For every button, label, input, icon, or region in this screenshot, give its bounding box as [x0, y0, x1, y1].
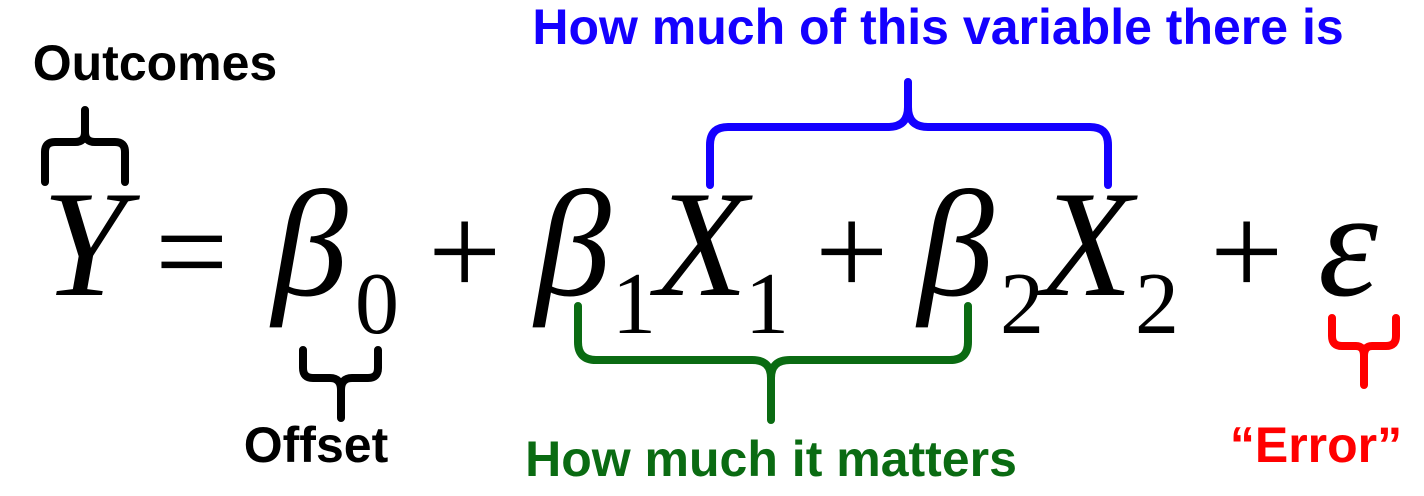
- beta-1-symbol: β: [532, 160, 611, 328]
- importance-label: How much it matters: [525, 431, 1017, 487]
- variable-brace: [706, 78, 1112, 189]
- error-brace: [1328, 314, 1400, 389]
- y-symbol: Y: [42, 160, 141, 328]
- offset-brace: [299, 346, 382, 422]
- beta-1-subscript: 1: [612, 256, 656, 353]
- plus-sign-1: +: [428, 180, 501, 324]
- x-2-symbol: X: [1034, 160, 1138, 328]
- epsilon-symbol: ε: [1318, 160, 1378, 328]
- outcomes-label: Outcomes: [33, 35, 278, 91]
- beta-0-symbol: β: [269, 160, 348, 328]
- equation: Y = β 0 + β 1 X 1 + β 2 X 2 + ε: [42, 160, 1378, 353]
- beta-0-subscript: 0: [355, 256, 399, 353]
- x-1-symbol: X: [649, 160, 753, 328]
- plus-sign-2: +: [815, 180, 888, 324]
- beta-2-symbol: β: [915, 160, 994, 328]
- beta-2-subscript: 2: [1000, 256, 1044, 353]
- x-2-subscript: 2: [1135, 256, 1179, 353]
- x-1-subscript: 1: [745, 256, 789, 353]
- variable-amount-label: How much of this variable there is: [532, 0, 1343, 55]
- error-label: “Error”: [1230, 417, 1402, 473]
- equals-sign: =: [155, 180, 228, 324]
- importance-brace: [574, 302, 972, 424]
- plus-sign-3: +: [1210, 180, 1283, 324]
- offset-label: Offset: [244, 417, 389, 473]
- outcomes-brace: [41, 106, 129, 186]
